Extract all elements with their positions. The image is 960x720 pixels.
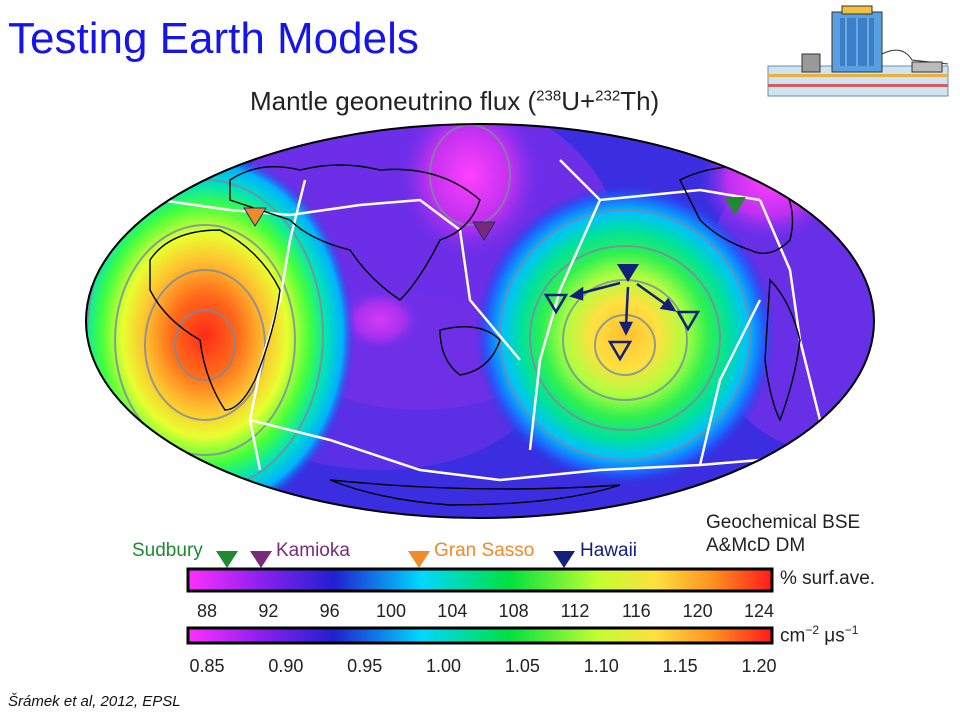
marker-kamioka — [472, 221, 496, 241]
slide-title: Testing Earth Models — [8, 14, 419, 63]
colorbar-flux — [186, 626, 774, 645]
tick-percent-4: 104 — [437, 601, 468, 621]
marker-hawaii — [617, 264, 639, 282]
tick-percent-5: 108 — [498, 601, 529, 621]
flux-field — [86, 124, 874, 518]
marker-sudbury — [724, 197, 746, 215]
model-label-bse: Geochemical BSE — [706, 512, 861, 533]
legend-label-sudbury: Sudbury — [132, 540, 203, 561]
tick-flux-0: 0.85 — [189, 656, 225, 676]
tick-flux-5: 1.10 — [583, 656, 619, 676]
tick-percent-3: 100 — [375, 601, 407, 621]
marker-hawaii-offset-south — [607, 340, 633, 362]
legend-marker-gran-sasso — [408, 551, 430, 568]
tick-flux-2: 0.95 — [347, 656, 383, 676]
marker-gran-sasso — [243, 207, 267, 227]
tick-flux-4: 1.05 — [504, 656, 540, 676]
marker-hawaii-offset-west — [543, 293, 569, 315]
tick-percent-0: 88 — [196, 601, 218, 621]
tick-percent-9: 124 — [743, 601, 775, 621]
marker-hawaii-offset-east — [675, 310, 701, 332]
tick-flux-1: 0.90 — [268, 656, 304, 676]
colorbar-percent — [186, 567, 774, 593]
legend-label-gran-sasso: Gran Sasso — [434, 540, 535, 561]
map-title: Mantle geoneutrino flux (238U+232Th) — [250, 86, 660, 116]
tick-flux-7: 1.20 — [741, 656, 777, 676]
legend-marker-kamioka — [250, 551, 272, 568]
hawaii-arrows — [569, 281, 677, 336]
legend-label-kamioka: Kamioka — [276, 540, 350, 561]
tick-flux-6: 1.15 — [662, 656, 698, 676]
tick-percent-7: 116 — [621, 601, 651, 621]
tick-percent-2: 96 — [319, 601, 340, 621]
detector-logo — [767, 5, 949, 97]
tick-percent-1: 92 — [258, 601, 279, 621]
model-label-dm: A&McD DM — [706, 535, 806, 556]
tick-percent-8: 120 — [682, 601, 713, 621]
tick-flux-3: 1.00 — [426, 656, 462, 676]
legend-marker-sudbury — [216, 551, 238, 568]
citation: Šrámek et al, 2012, EPSL — [8, 693, 181, 710]
tick-percent-6: 112 — [560, 601, 590, 621]
legend-label-hawaii: Hawaii — [580, 540, 638, 561]
unit-flux: cm−2 μs−1 — [780, 623, 859, 647]
map-outline — [85, 123, 875, 519]
unit-percent: % surf.ave. — [780, 568, 876, 589]
legend-marker-hawaii — [553, 551, 575, 568]
